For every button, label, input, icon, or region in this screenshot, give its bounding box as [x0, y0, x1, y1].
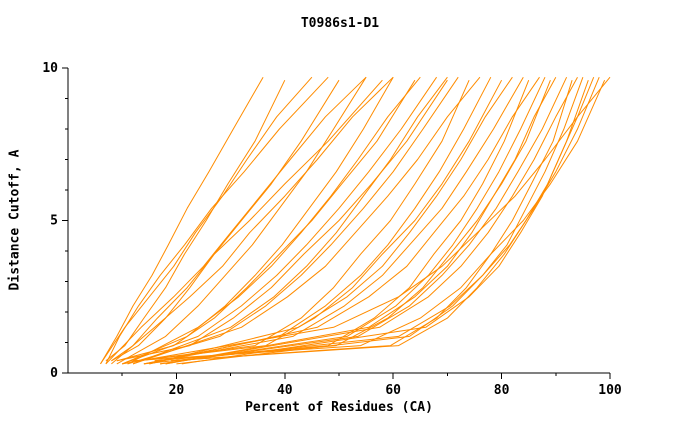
model-curve [138, 79, 470, 362]
model-curve [165, 76, 578, 365]
chart-title: T0986s1-D1 [300, 16, 380, 31]
y-tick-label: 5 [50, 214, 58, 229]
x-tick-label: 20 [169, 383, 185, 398]
y-axis-ticks: 0 5 10 [42, 61, 68, 381]
model-curve [181, 77, 595, 365]
x-axis-ticks: 20 40 60 80 100 [121, 373, 622, 398]
model-curve [127, 76, 459, 365]
model-curve [154, 80, 551, 362]
model-curve [149, 76, 540, 365]
model-curve [149, 76, 513, 365]
x-tick-label: 100 [598, 383, 622, 398]
x-tick-label: 40 [277, 383, 293, 398]
model-curve [132, 79, 606, 362]
model-curve [105, 76, 367, 365]
model-curve [105, 79, 286, 362]
x-axis-label: Percent of Residues (CA) [245, 400, 433, 415]
model-curve [154, 80, 530, 362]
model-curve [100, 76, 264, 365]
model-curve [111, 79, 340, 362]
series-lines [100, 76, 611, 365]
model-curve [116, 76, 367, 365]
model-curve [100, 76, 313, 365]
y-tick-label: 0 [50, 366, 58, 381]
model-curve [127, 76, 421, 365]
model-curve [143, 77, 600, 365]
model-curve [122, 76, 438, 365]
model-curve [143, 76, 492, 365]
model-curve [111, 79, 383, 362]
model-curve [111, 76, 394, 365]
model-curve [105, 76, 329, 365]
model-curve [143, 76, 524, 365]
model-curve [160, 76, 568, 365]
model-curve [116, 79, 448, 362]
x-tick-label: 60 [385, 383, 401, 398]
model-curve [132, 76, 481, 365]
y-tick-label: 10 [42, 61, 58, 76]
model-curve [122, 76, 611, 365]
x-tick-label: 80 [494, 383, 510, 398]
model-curve [165, 76, 557, 365]
model-curve [160, 76, 546, 365]
model-curve [176, 77, 584, 365]
model-curve [116, 79, 416, 362]
model-curve [132, 76, 448, 365]
